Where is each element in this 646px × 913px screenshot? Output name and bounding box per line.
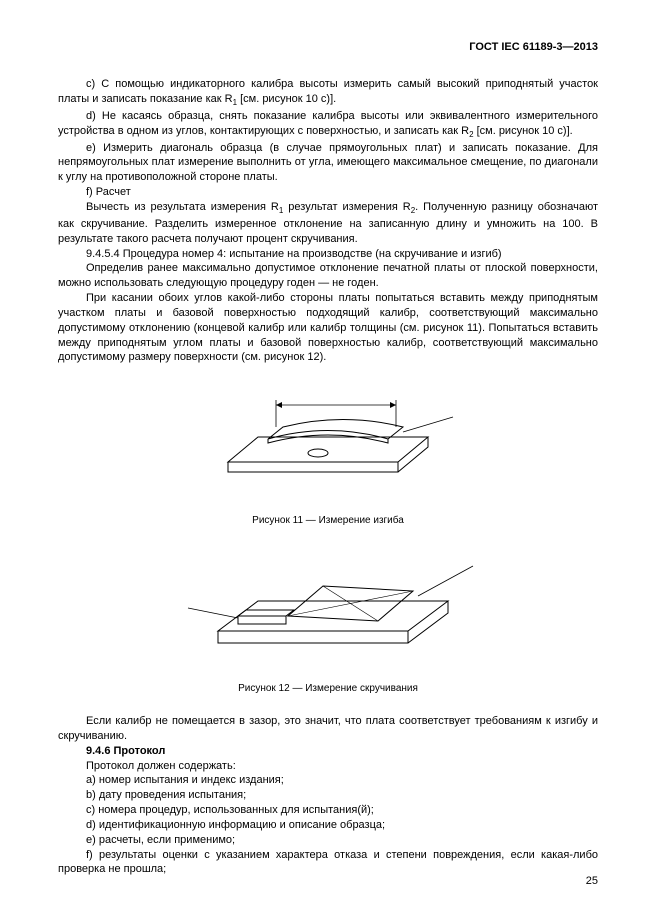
para-calc: Вычесть из результата измерения R1 резул… <box>58 200 598 247</box>
item-f: f) результаты оценки с указанием характе… <box>58 848 598 878</box>
para-kasan: При касании обоих углов какой-либо сторо… <box>58 291 598 365</box>
caption-11: Рисунок 11 — Измерение изгиба <box>58 514 598 528</box>
item-a: a) номер испытания и индекс издания; <box>58 773 598 788</box>
para-e: e) Измерить диагональ образца (в случае … <box>58 141 598 186</box>
page-number: 25 <box>586 874 598 889</box>
text: Вычесть из результата измерения R <box>86 201 279 213</box>
text: [см. рисунок 10 c)]. <box>237 93 336 105</box>
item-c: c) номера процедур, использованных для и… <box>58 803 598 818</box>
caption-12: Рисунок 12 — Измерение скручивания <box>58 682 598 696</box>
text: результат измерения R <box>283 201 410 213</box>
para-d: d) Не касаясь образца, снять показание к… <box>58 109 598 141</box>
para-prot: Протокол должен содержать: <box>58 759 598 774</box>
para-opred: Определив ранее максимально допустимое о… <box>58 261 598 291</box>
para-f: f) Расчет <box>58 185 598 200</box>
sec-946: 9.4.6 Протокол <box>58 744 598 759</box>
figure-11 <box>58 377 598 502</box>
item-d: d) идентификационную информацию и описан… <box>58 818 598 833</box>
para-c: c) С помощью индикаторного калибра высот… <box>58 77 598 109</box>
para-9454: 9.4.5.4 Процедура номер 4: испытание на … <box>58 247 598 262</box>
item-e: e) расчеты, если применимо; <box>58 833 598 848</box>
doc-header: ГОСТ IEC 61189-3—2013 <box>58 40 598 55</box>
figure-12 <box>58 546 598 671</box>
para-after-fig: Если калибр не помещается в зазор, это з… <box>58 714 598 744</box>
sec-946-title: 9.4.6 Протокол <box>86 745 165 757</box>
item-b: b) дату проведения испытания; <box>58 788 598 803</box>
text: [см. рисунок 10 c)]. <box>474 125 573 137</box>
